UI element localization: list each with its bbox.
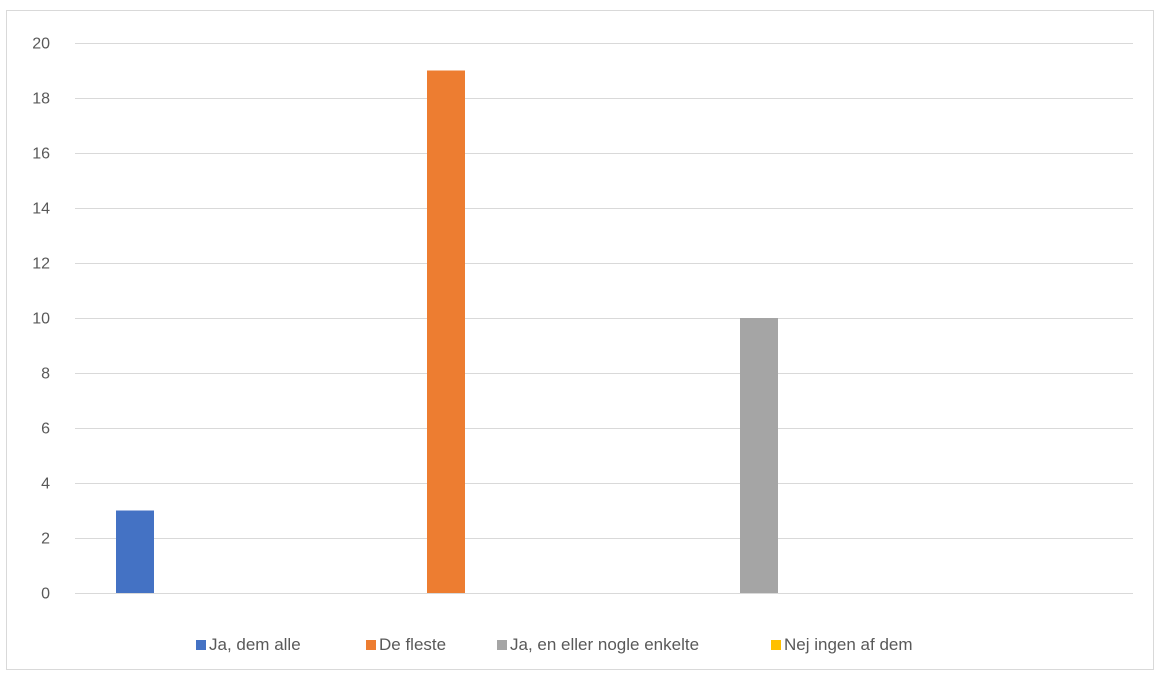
y-tick-label: 16	[32, 146, 50, 163]
legend-marker	[771, 640, 781, 650]
legend-label: Ja, en eller nogle enkelte	[510, 635, 699, 654]
y-tick-label: 4	[41, 476, 50, 493]
chart-area	[6, 10, 1154, 670]
legend-marker	[196, 640, 206, 650]
y-tick-label: 0	[41, 586, 50, 603]
legend-label: De fleste	[379, 635, 446, 654]
bars	[116, 70, 778, 593]
y-tick-label: 10	[32, 311, 50, 328]
legend: Ja, dem alle De fleste Ja, en eller nogle …	[196, 635, 913, 654]
legend-marker	[366, 640, 376, 650]
bar-ja-en-eller-nogle-enkelte	[740, 318, 778, 593]
y-tick-label: 14	[32, 201, 50, 218]
y-tick-label: 6	[41, 421, 50, 438]
legend-label: Ja, dem alle	[209, 635, 301, 654]
gridlines	[75, 43, 1133, 594]
legend-marker	[497, 640, 507, 650]
bar-de-fleste	[427, 70, 465, 593]
y-axis-tick-labels: 0 2 4 6 8 10 12 14 16 18 20	[32, 36, 50, 603]
y-tick-label: 12	[32, 256, 50, 273]
y-tick-label: 8	[41, 366, 50, 383]
legend-label: Nej ingen af dem	[784, 635, 913, 654]
bar-ja-dem-alle	[116, 510, 154, 593]
y-tick-label: 18	[32, 91, 50, 108]
y-tick-label: 20	[32, 36, 50, 53]
y-tick-label: 2	[41, 531, 50, 548]
